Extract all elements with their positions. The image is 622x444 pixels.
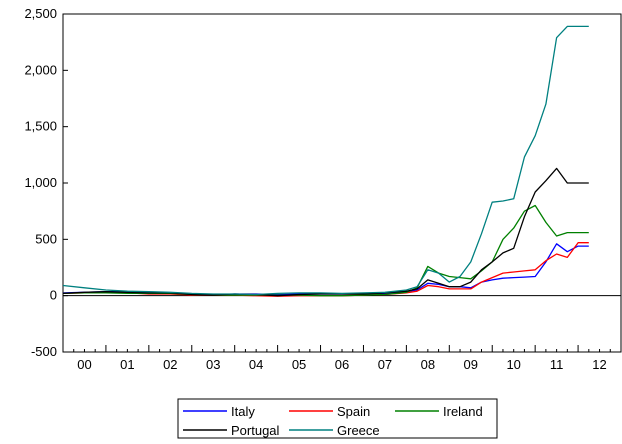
x-tick-label: 03: [206, 357, 220, 372]
x-tick-label: 06: [335, 357, 349, 372]
x-tick-label: 08: [421, 357, 435, 372]
legend-label-ireland: Ireland: [443, 404, 483, 419]
legend-label-spain: Spain: [337, 404, 370, 419]
x-tick-label: 04: [249, 357, 263, 372]
series-lines: [62, 25, 589, 297]
plot-frame: [62, 13, 622, 353]
series-line-spain: [62, 242, 589, 297]
legend-label-portugal: Portugal: [231, 423, 280, 438]
y-axis-tick-labels: -500 0 500 1,000 1,500 2,000 2,500: [24, 6, 57, 359]
x-tick-label: 12: [592, 357, 606, 372]
x-tick-label: 01: [120, 357, 134, 372]
legend-box: [177, 398, 498, 439]
y-tick-label: 2,500: [24, 6, 57, 21]
y-axis-ticks: [63, 13, 68, 353]
legend-label-italy: Italy: [231, 404, 255, 419]
x-axis-ticks: [62, 345, 622, 352]
x-tick-label: 09: [464, 357, 478, 372]
y-tick-label: 500: [35, 231, 57, 246]
x-tick-label: 10: [506, 357, 520, 372]
y-tick-label: 1,500: [24, 119, 57, 134]
x-tick-label: 05: [292, 357, 306, 372]
series-line-italy: [62, 243, 589, 296]
y-tick-label: 2,000: [24, 62, 57, 77]
legend-label-greece: Greece: [337, 423, 380, 438]
series-line-greece: [62, 25, 589, 296]
x-tick-label: 02: [163, 357, 177, 372]
legend: Italy Spain Ireland Portugal Greece: [177, 398, 498, 439]
x-axis-tick-labels: 00 01 02 03 04 05 06 07 08 09 10 11 12: [77, 357, 607, 372]
x-tick-label: 07: [378, 357, 392, 372]
series-line-portugal: [62, 167, 589, 297]
y-tick-label: 0: [50, 288, 57, 303]
y-tick-label: -500: [31, 344, 57, 359]
x-tick-label: 00: [77, 357, 91, 372]
x-tick-label: 11: [550, 357, 564, 372]
y-tick-label: 1,000: [24, 175, 57, 190]
